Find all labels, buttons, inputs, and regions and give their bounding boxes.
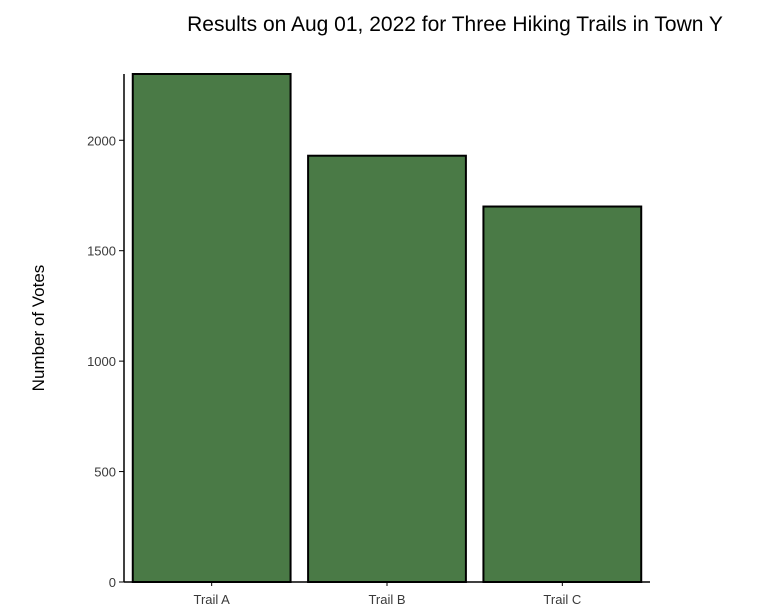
x-tick-label: Trail B — [368, 592, 405, 607]
y-tick-label: 2000 — [87, 133, 116, 148]
y-tick-label: 0 — [109, 575, 116, 590]
x-tick-label: Trail A — [193, 592, 230, 607]
x-axis-ticks: Trail A Trail B Trail C — [193, 582, 581, 607]
chart-title: Results on Aug 01, 2022 for Three Hiking… — [187, 13, 723, 36]
y-tick-label: 1000 — [87, 354, 116, 369]
bar-trail-a — [131, 73, 292, 583]
bar-trail-c — [482, 205, 643, 584]
bar-trail-b — [307, 154, 467, 583]
y-tick-label: 1500 — [87, 244, 116, 259]
y-axis-ticks: 0 500 1000 1500 2000 — [87, 133, 124, 590]
x-tick-label: Trail C — [543, 592, 581, 607]
y-axis-label: Number of Votes — [29, 265, 48, 392]
bars-group — [131, 73, 643, 584]
y-tick-label: 500 — [94, 465, 116, 480]
